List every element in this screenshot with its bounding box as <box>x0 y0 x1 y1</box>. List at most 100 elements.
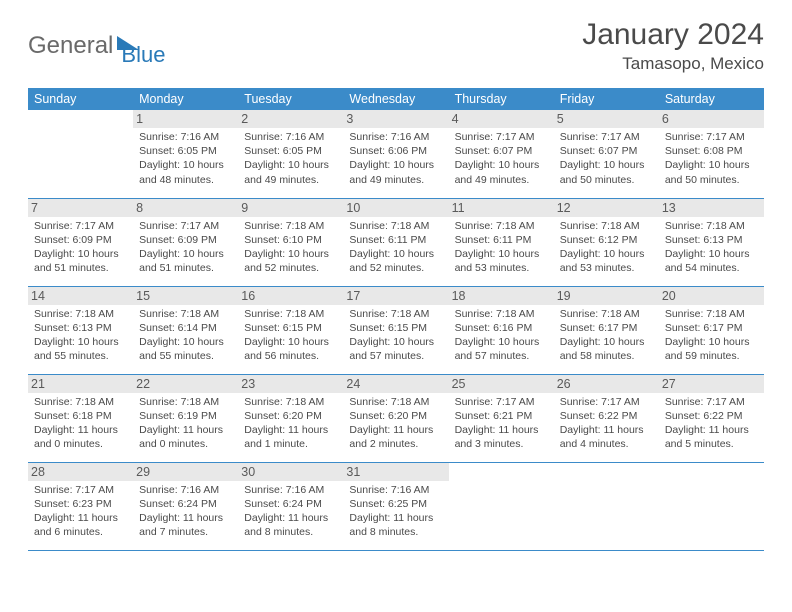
day-cell: 7 Sunrise: 7:17 AMSunset: 6:09 PMDaylight… <box>28 198 133 286</box>
day-cell: 1 Sunrise: 7:16 AMSunset: 6:05 PMDaylight… <box>133 110 238 198</box>
day-cell: 3 Sunrise: 7:16 AMSunset: 6:06 PMDaylight… <box>343 110 448 198</box>
calendar-body: 1 Sunrise: 7:16 AMSunset: 6:05 PMDaylight… <box>28 110 764 550</box>
day-info: Sunrise: 7:18 AMSunset: 6:12 PMDaylight:… <box>560 219 653 276</box>
day-number: 26 <box>554 375 659 393</box>
day-info: Sunrise: 7:17 AMSunset: 6:22 PMDaylight:… <box>665 395 758 452</box>
day-number: 4 <box>449 110 554 128</box>
month-title: January 2024 <box>582 18 764 52</box>
day-cell: 4 Sunrise: 7:17 AMSunset: 6:07 PMDaylight… <box>449 110 554 198</box>
day-info: Sunrise: 7:17 AMSunset: 6:08 PMDaylight:… <box>665 130 758 187</box>
day-number: 8 <box>133 199 238 217</box>
day-cell: 10 Sunrise: 7:18 AMSunset: 6:11 PMDayligh… <box>343 198 448 286</box>
day-number: 19 <box>554 287 659 305</box>
day-cell: 30 Sunrise: 7:16 AMSunset: 6:24 PMDayligh… <box>238 462 343 550</box>
day-info: Sunrise: 7:17 AMSunset: 6:09 PMDaylight:… <box>139 219 232 276</box>
day-cell: 29 Sunrise: 7:16 AMSunset: 6:24 PMDayligh… <box>133 462 238 550</box>
day-number: 15 <box>133 287 238 305</box>
day-cell: 31 Sunrise: 7:16 AMSunset: 6:25 PMDayligh… <box>343 462 448 550</box>
day-info: Sunrise: 7:17 AMSunset: 6:07 PMDaylight:… <box>560 130 653 187</box>
day-number: 5 <box>554 110 659 128</box>
header: General Blue January 2024 Tamasopo, Mexi… <box>28 18 764 74</box>
day-number: 30 <box>238 463 343 481</box>
week-row: 1 Sunrise: 7:16 AMSunset: 6:05 PMDaylight… <box>28 110 764 198</box>
location: Tamasopo, Mexico <box>582 54 764 74</box>
day-cell: 13 Sunrise: 7:18 AMSunset: 6:13 PMDayligh… <box>659 198 764 286</box>
day-cell: 25 Sunrise: 7:17 AMSunset: 6:21 PMDayligh… <box>449 374 554 462</box>
week-row: 28 Sunrise: 7:17 AMSunset: 6:23 PMDayligh… <box>28 462 764 550</box>
day-info: Sunrise: 7:17 AMSunset: 6:22 PMDaylight:… <box>560 395 653 452</box>
day-number: 1 <box>133 110 238 128</box>
day-cell: 17Sunrise: 7:18 AMSunset: 6:15 PMDayligh… <box>343 286 448 374</box>
day-cell: 22Sunrise: 7:18 AMSunset: 6:19 PMDayligh… <box>133 374 238 462</box>
day-info: Sunrise: 7:16 AMSunset: 6:05 PMDaylight:… <box>244 130 337 187</box>
day-info: Sunrise: 7:18 AMSunset: 6:11 PMDaylight:… <box>349 219 442 276</box>
day-info: Sunrise: 7:18 AMSunset: 6:20 PMDaylight:… <box>244 395 337 452</box>
day-info: Sunrise: 7:17 AMSunset: 6:21 PMDaylight:… <box>455 395 548 452</box>
day-info: Sunrise: 7:18 AMSunset: 6:17 PMDaylight:… <box>665 307 758 364</box>
day-cell: 24 Sunrise: 7:18 AMSunset: 6:20 PMDayligh… <box>343 374 448 462</box>
day-cell <box>554 462 659 550</box>
day-info: Sunrise: 7:18 AMSunset: 6:13 PMDaylight:… <box>34 307 127 364</box>
day-number: 3 <box>343 110 448 128</box>
day-cell <box>449 462 554 550</box>
day-info: Sunrise: 7:16 AMSunset: 6:06 PMDaylight:… <box>349 130 442 187</box>
day-cell: 23Sunrise: 7:18 AMSunset: 6:20 PMDayligh… <box>238 374 343 462</box>
day-info: Sunrise: 7:17 AMSunset: 6:09 PMDaylight:… <box>34 219 127 276</box>
day-number: 24 <box>343 375 448 393</box>
day-number: 25 <box>449 375 554 393</box>
calendar-table: SundayMondayTuesdayWednesdayThursdayFrid… <box>28 88 764 551</box>
day-number: 12 <box>554 199 659 217</box>
day-cell: 8 Sunrise: 7:17 AMSunset: 6:09 PMDaylight… <box>133 198 238 286</box>
day-cell: 15 Sunrise: 7:18 AMSunset: 6:14 PMDayligh… <box>133 286 238 374</box>
day-info: Sunrise: 7:18 AMSunset: 6:19 PMDaylight:… <box>139 395 232 452</box>
day-info: Sunrise: 7:18 AMSunset: 6:16 PMDaylight:… <box>455 307 548 364</box>
day-number: 14 <box>28 287 133 305</box>
day-info: Sunrise: 7:16 AMSunset: 6:24 PMDaylight:… <box>139 483 232 540</box>
logo-blue: Blue <box>121 42 165 68</box>
day-info: Sunrise: 7:17 AMSunset: 6:07 PMDaylight:… <box>455 130 548 187</box>
day-info: Sunrise: 7:18 AMSunset: 6:17 PMDaylight:… <box>560 307 653 364</box>
weekday-monday: Monday <box>133 88 238 110</box>
day-number: 10 <box>343 199 448 217</box>
day-info: Sunrise: 7:16 AMSunset: 6:05 PMDaylight:… <box>139 130 232 187</box>
day-number: 13 <box>659 199 764 217</box>
day-info: Sunrise: 7:18 AMSunset: 6:15 PMDaylight:… <box>244 307 337 364</box>
day-number: 18 <box>449 287 554 305</box>
weekday-header-row: SundayMondayTuesdayWednesdayThursdayFrid… <box>28 88 764 110</box>
day-cell: 18 Sunrise: 7:18 AMSunset: 6:16 PMDayligh… <box>449 286 554 374</box>
logo-general: General <box>28 32 113 60</box>
day-number: 7 <box>28 199 133 217</box>
day-info: Sunrise: 7:18 AMSunset: 6:20 PMDaylight:… <box>349 395 442 452</box>
day-cell <box>28 110 133 198</box>
day-number: 16 <box>238 287 343 305</box>
day-cell: 21Sunrise: 7:18 AMSunset: 6:18 PMDayligh… <box>28 374 133 462</box>
day-info: Sunrise: 7:18 AMSunset: 6:18 PMDaylight:… <box>34 395 127 452</box>
title-block: January 2024 Tamasopo, Mexico <box>582 18 764 74</box>
day-cell: 16 Sunrise: 7:18 AMSunset: 6:15 PMDayligh… <box>238 286 343 374</box>
day-info: Sunrise: 7:18 AMSunset: 6:13 PMDaylight:… <box>665 219 758 276</box>
day-number: 20 <box>659 287 764 305</box>
day-info: Sunrise: 7:18 AMSunset: 6:15 PMDaylight:… <box>349 307 442 364</box>
day-info: Sunrise: 7:18 AMSunset: 6:14 PMDaylight:… <box>139 307 232 364</box>
day-cell: 27 Sunrise: 7:17 AMSunset: 6:22 PMDayligh… <box>659 374 764 462</box>
week-row: 14 Sunrise: 7:18 AMSunset: 6:13 PMDayligh… <box>28 286 764 374</box>
day-number: 28 <box>28 463 133 481</box>
weekday-wednesday: Wednesday <box>343 88 448 110</box>
day-number: 11 <box>449 199 554 217</box>
day-number: 9 <box>238 199 343 217</box>
weekday-friday: Friday <box>554 88 659 110</box>
day-number: 29 <box>133 463 238 481</box>
day-cell: 12 Sunrise: 7:18 AMSunset: 6:12 PMDayligh… <box>554 198 659 286</box>
day-info: Sunrise: 7:18 AMSunset: 6:11 PMDaylight:… <box>455 219 548 276</box>
day-number: 31 <box>343 463 448 481</box>
day-cell: 19 Sunrise: 7:18 AMSunset: 6:17 PMDayligh… <box>554 286 659 374</box>
day-number: 27 <box>659 375 764 393</box>
day-info: Sunrise: 7:16 AMSunset: 6:25 PMDaylight:… <box>349 483 442 540</box>
day-info: Sunrise: 7:17 AMSunset: 6:23 PMDaylight:… <box>34 483 127 540</box>
weekday-thursday: Thursday <box>449 88 554 110</box>
day-info: Sunrise: 7:16 AMSunset: 6:24 PMDaylight:… <box>244 483 337 540</box>
day-cell: 9Sunrise: 7:18 AMSunset: 6:10 PMDaylight… <box>238 198 343 286</box>
day-cell: 20 Sunrise: 7:18 AMSunset: 6:17 PMDayligh… <box>659 286 764 374</box>
weekday-saturday: Saturday <box>659 88 764 110</box>
day-cell: 28 Sunrise: 7:17 AMSunset: 6:23 PMDayligh… <box>28 462 133 550</box>
